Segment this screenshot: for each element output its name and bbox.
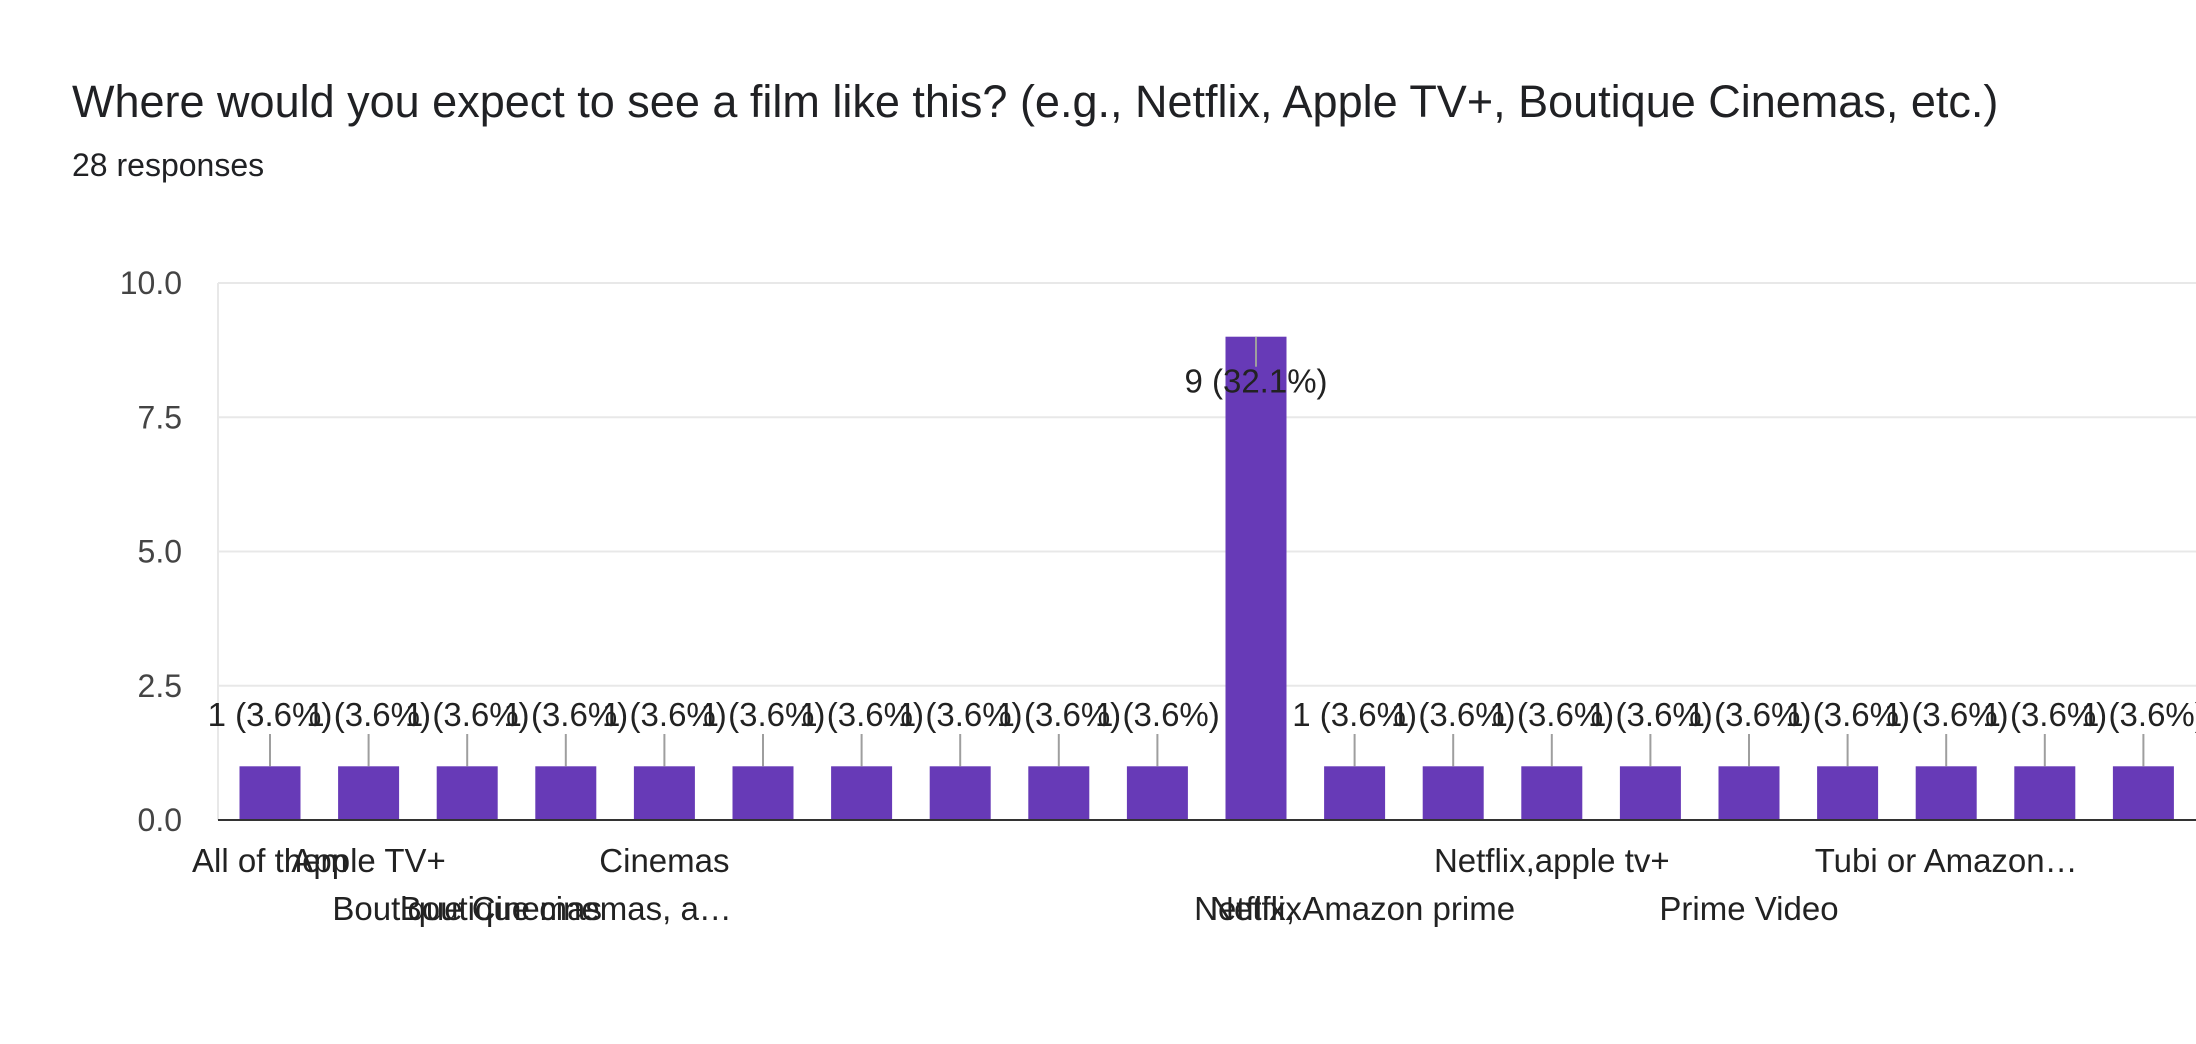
x-category-label: Netflix, Amazon prime: [1194, 890, 1515, 927]
data-label: 1 (3.6%): [1391, 696, 1516, 733]
bar: [2112, 766, 2174, 820]
bar: [1225, 336, 1287, 820]
bar: [831, 766, 893, 820]
y-tick-label: 5.0: [138, 534, 182, 570]
data-label: 1 (3.6%): [898, 696, 1023, 733]
bar: [1718, 766, 1780, 820]
y-tick-label: 7.5: [138, 399, 182, 435]
x-category-label: Tubi or Amazon…: [1815, 842, 2078, 879]
bar: [633, 766, 695, 820]
bar: [1126, 766, 1188, 820]
bar: [1619, 766, 1681, 820]
label-leaders: [269, 336, 2145, 767]
data-label: 1 (3.6%): [1884, 696, 2009, 733]
y-axis-ticks: 0.0 2.5 5.0 7.5 10.0: [120, 265, 182, 838]
x-category-label: All of them: [192, 842, 348, 879]
data-label: 9 (32.1%): [1184, 363, 1327, 400]
data-label: 1 (3.6%): [405, 696, 530, 733]
data-label: 1 (3.6%): [701, 696, 826, 733]
bar: [239, 766, 301, 820]
bar: [2014, 766, 2076, 820]
bars: [239, 336, 2174, 820]
x-category-label: Boutique Cinemas: [332, 890, 602, 927]
x-category-label: Cinemas: [599, 842, 729, 879]
y-tick-label: 2.5: [138, 668, 182, 704]
data-label: 1 (3.6%): [799, 696, 924, 733]
data-label: 1 (3.6%): [306, 696, 431, 733]
bar: [1324, 766, 1386, 820]
bar: [1915, 766, 1977, 820]
x-category-label: Netflix: [1210, 890, 1302, 927]
data-label: 1 (3.6%): [996, 696, 1121, 733]
data-label: 1 (3.6%): [1785, 696, 1910, 733]
data-label: 1 (3.6%): [1588, 696, 1713, 733]
data-label: 1 (3.6%): [1982, 696, 2107, 733]
data-label: 1 (3.6%): [1292, 696, 1417, 733]
data-label: 1 (3.6%): [1489, 696, 1614, 733]
data-label: 1 (3.6%): [602, 696, 727, 733]
data-label: 1 (3.6%): [1687, 696, 1812, 733]
bar: [1521, 766, 1583, 820]
bar: [929, 766, 991, 820]
x-category-label: Apple TV+: [291, 842, 445, 879]
response-count: 28 responses: [72, 147, 265, 183]
data-label: 1 (3.6%): [2081, 696, 2196, 733]
data-labels: 1 (3.6%)1 (3.6%)1 (3.6%)1 (3.6%)1 (3.6%)…: [208, 363, 2196, 733]
bar: [1422, 766, 1484, 820]
bar: [732, 766, 794, 820]
y-tick-label: 10.0: [120, 265, 182, 301]
bar: [535, 766, 597, 820]
bar: [338, 766, 400, 820]
bar: [1817, 766, 1879, 820]
bar: [436, 766, 498, 820]
data-label: 1 (3.6%): [503, 696, 628, 733]
chart-title: Where would you expect to see a film lik…: [72, 76, 1999, 127]
data-label: 1 (3.6%): [1095, 696, 1220, 733]
x-category-label: Netflix,apple tv+: [1434, 842, 1670, 879]
y-tick-label: 0.0: [138, 802, 182, 838]
bar: [1028, 766, 1090, 820]
x-category-label: Prime Video: [1659, 890, 1838, 927]
x-category-label: Boutique cinemas, a…: [400, 890, 732, 927]
gridlines: [217, 282, 2196, 820]
data-label: 1 (3.6%): [208, 696, 333, 733]
